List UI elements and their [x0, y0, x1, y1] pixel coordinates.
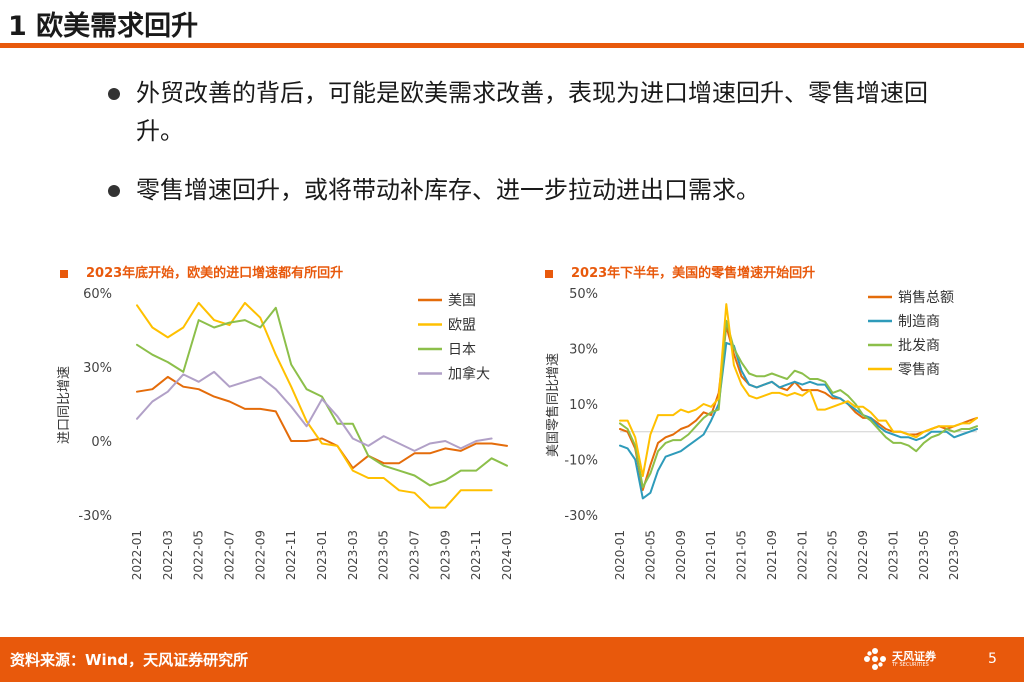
legend-label: 加拿大	[448, 366, 490, 383]
x-tick-label: 2022-03	[161, 530, 175, 580]
y-tick-label: 50%	[569, 287, 598, 302]
legend-label: 批发商	[898, 338, 940, 354]
bullet-1: 外贸改善的背后，可能是欧美需求改善，表现为进口增速回升、零售增速回升。	[108, 74, 968, 150]
slide-title: 1 欧美需求回升	[8, 11, 199, 42]
y-tick-label: 60%	[83, 287, 112, 302]
series-line-1	[136, 375, 508, 470]
bullet-2: 零售增速回升，或将带动补库存、进一步拉动进出口需求。	[108, 171, 968, 209]
y-axis-label: 美国零售同比增速	[545, 353, 561, 457]
x-tick-label: 2022-07	[223, 530, 237, 580]
flower-logo-icon	[864, 648, 886, 670]
title-rule	[0, 43, 1024, 48]
x-tick-label: 2023-09	[438, 530, 452, 580]
x-tick-label: 2021-01	[704, 530, 718, 580]
series-line-2	[136, 301, 493, 509]
bullet-dot	[108, 88, 120, 100]
x-tick-label: 2020-09	[674, 530, 688, 580]
bullet-2-text: 零售增速回升，或将带动补库存、进一步拉动进出口需求。	[136, 176, 760, 204]
y-tick-label: 10%	[569, 398, 598, 413]
series-line-3	[619, 319, 978, 489]
y-axis-label: 进口同比增速	[57, 366, 72, 444]
x-tick-label: 2022-01	[795, 530, 809, 580]
legend-label: 欧盟	[448, 318, 476, 334]
bullet-dot	[108, 185, 120, 197]
x-tick-label: 2022-05	[826, 530, 840, 580]
series-line-4	[136, 370, 493, 452]
x-tick-label: 2022-11	[284, 530, 298, 580]
x-tick-label: 2023-05	[377, 530, 391, 580]
x-tick-label: 2023-03	[346, 530, 360, 580]
page-number: 5	[988, 651, 997, 667]
x-tick-label: 2023-05	[917, 530, 931, 580]
series-line-4	[619, 303, 978, 478]
source-note: 资料来源：Wind，天风证券研究所	[10, 651, 249, 669]
legend-label: 日本	[448, 342, 476, 358]
series-line-3	[136, 306, 508, 487]
chart-2-title-text: 2023年下半年，美国的零售增速开始回升	[571, 266, 816, 281]
footer-bar: 资料来源：Wind，天风证券研究所 天风证券 TF SECURITIES 5	[0, 637, 1024, 682]
x-tick-label: 2022-09	[856, 530, 870, 580]
x-tick-label: 2023-11	[469, 530, 483, 580]
legend-label: 销售总额	[898, 290, 954, 306]
x-tick-label: 2021-05	[735, 530, 749, 580]
y-tick-label: -30%	[78, 509, 112, 524]
y-tick-label: -30%	[564, 509, 598, 524]
series-line-2	[619, 341, 978, 500]
chart-1-title-text: 2023年底开始，欧美的进口增速都有所回升	[86, 266, 344, 281]
legend-label: 制造商	[898, 314, 940, 330]
x-tick-label: 2020-05	[643, 530, 657, 580]
x-tick-label: 2023-07	[408, 530, 422, 580]
title-square-icon	[545, 269, 553, 278]
title-square-icon	[60, 269, 68, 278]
logo-subtext: TF SECURITIES	[892, 662, 929, 668]
charts-canvas: 60% 30% 0% -30% 2022-01 2022-03 2022-05 2022-07…	[57, 287, 978, 580]
series-line-1	[619, 325, 978, 491]
y-tick-label: 0%	[91, 435, 112, 450]
company-logo: 天风证券 TF SECURITIES	[862, 646, 972, 674]
y-tick-label: 30%	[83, 361, 112, 376]
chart-2-title: 2023年下半年，美国的零售增速开始回升	[545, 262, 815, 281]
x-tick-label: 2021-09	[765, 530, 779, 580]
y-tick-label: 30%	[569, 343, 598, 358]
x-tick-label: 2023-09	[947, 530, 961, 580]
x-tick-label: 2023-01	[886, 530, 900, 580]
y-tick-label: -10%	[564, 454, 598, 469]
legend-label: 美国	[448, 293, 476, 309]
legend-label: 零售商	[898, 362, 940, 378]
x-tick-label: 2022-01	[130, 530, 144, 580]
x-tick-label: 2022-09	[253, 530, 267, 580]
x-tick-label: 2024-01	[500, 530, 514, 580]
bullet-1-text: 外贸改善的背后，可能是欧美需求改善，表现为进口增速回升、零售增速回升。	[136, 79, 928, 145]
x-tick-label: 2022-05	[192, 530, 206, 580]
x-tick-label: 2020-01	[613, 530, 627, 580]
chart-1-title: 2023年底开始，欧美的进口增速都有所回升	[60, 262, 343, 281]
x-tick-label: 2023-01	[315, 530, 329, 580]
logo-text: 天风证券	[892, 650, 936, 663]
